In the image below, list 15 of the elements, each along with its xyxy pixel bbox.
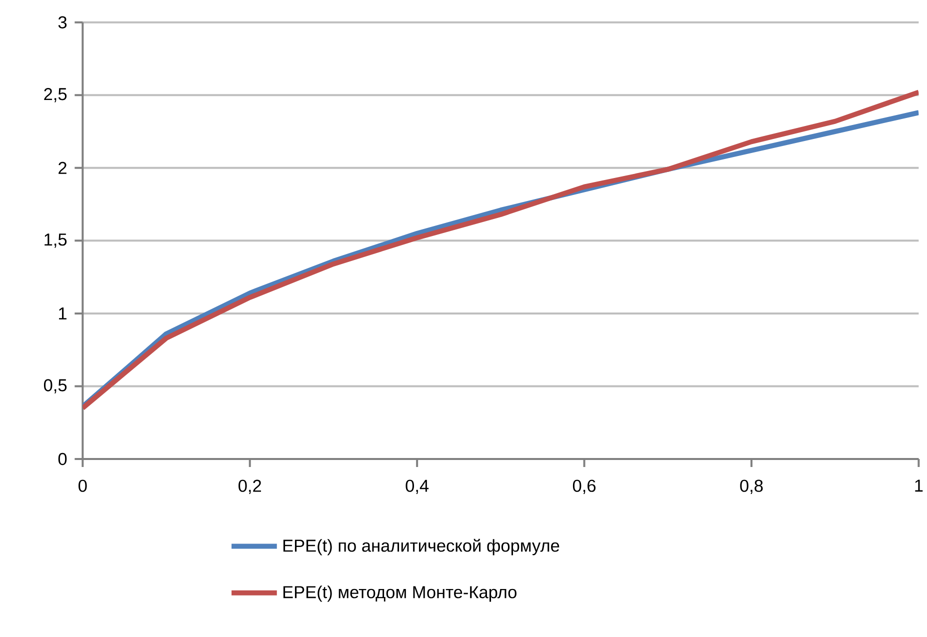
y-tick-label: 3 (58, 16, 67, 28)
y-tick-label: 0 (58, 452, 67, 466)
y-tick-label: 1 (59, 308, 66, 320)
x-tick-label: 0,2 (238, 480, 261, 494)
y-tick-label: 2 (58, 162, 66, 174)
x-tick-label: 0,6 (572, 480, 596, 494)
x-tick-label: 0,4 (406, 480, 429, 494)
x-tick-label: 1 (915, 480, 923, 492)
x-tick-label: 0 (78, 480, 87, 492)
y-tick-label: 1,5 (44, 234, 67, 248)
legend-label: EPE(t) по аналитической формуле (283, 538, 560, 556)
x-tick-label: 0,8 (740, 480, 763, 494)
y-tick-label: 2,5 (44, 88, 67, 102)
y-tick-label: 0,5 (44, 379, 67, 394)
legend-label: EPE(t) методом Монте-Карло (283, 586, 516, 602)
